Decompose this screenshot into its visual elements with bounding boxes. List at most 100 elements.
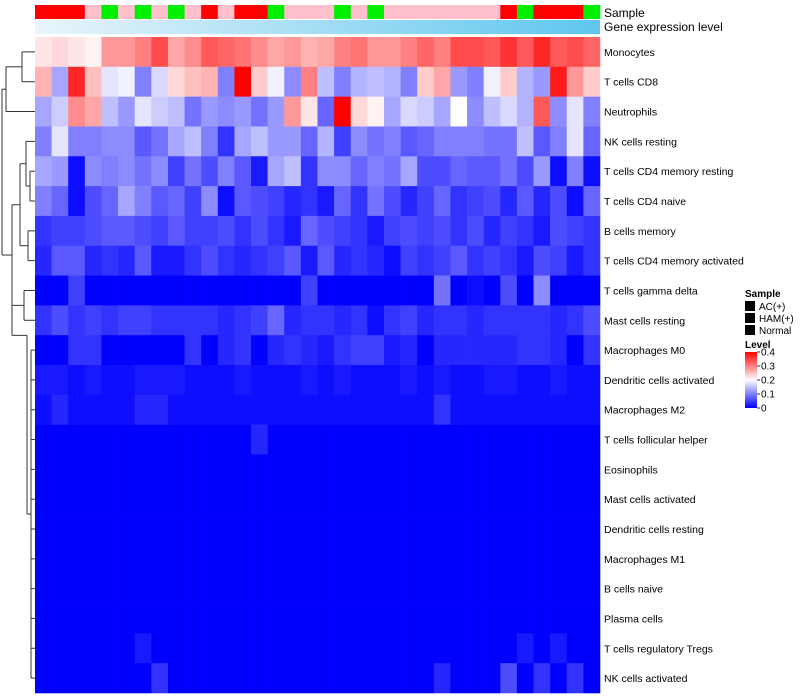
heatmap-cell bbox=[284, 96, 302, 127]
heatmap-cell bbox=[35, 275, 52, 306]
heatmap-cell bbox=[151, 365, 169, 396]
heatmap-cell bbox=[317, 484, 335, 515]
heatmap-cell bbox=[251, 245, 268, 276]
heatmap-cell bbox=[367, 424, 385, 455]
expression-annotation-track bbox=[35, 20, 600, 34]
heatmap-cell bbox=[35, 126, 52, 157]
legend-sample-title: Sample bbox=[745, 289, 781, 300]
heatmap-cell bbox=[51, 365, 69, 396]
heatmap-cell bbox=[533, 663, 551, 694]
sample-cell bbox=[533, 5, 551, 19]
heatmap-cell bbox=[483, 484, 501, 515]
heatmap-cell bbox=[367, 66, 385, 97]
heatmap-cell bbox=[450, 603, 468, 634]
heatmap-cell bbox=[118, 454, 136, 485]
heatmap-cell bbox=[500, 394, 518, 425]
heatmap-cell bbox=[300, 96, 318, 127]
heatmap-cell bbox=[267, 305, 285, 336]
sample-cell bbox=[334, 5, 352, 19]
heatmap-cell bbox=[350, 484, 368, 515]
heatmap-cell bbox=[35, 156, 52, 187]
sample-cell bbox=[550, 5, 568, 19]
heatmap-cell bbox=[217, 663, 235, 694]
heatmap-cell bbox=[433, 454, 451, 485]
heatmap-cell bbox=[284, 156, 302, 187]
heatmap-cell bbox=[300, 66, 318, 97]
row-label: T cells follicular helper bbox=[604, 435, 708, 447]
heatmap-cell bbox=[417, 603, 435, 634]
heatmap-cell bbox=[251, 126, 268, 157]
track-label-expression: Gene expression level bbox=[604, 20, 723, 34]
heatmap-cell bbox=[68, 365, 86, 396]
heatmap-cell bbox=[417, 454, 435, 485]
heatmap-cell bbox=[84, 66, 102, 97]
heatmap-cell bbox=[267, 37, 285, 68]
heatmap-cell bbox=[201, 335, 219, 366]
heatmap-cell bbox=[500, 245, 518, 276]
heatmap-cell bbox=[533, 275, 551, 306]
heatmap-cell bbox=[317, 126, 335, 157]
heatmap-cell bbox=[84, 633, 102, 664]
heatmap-cell bbox=[516, 215, 534, 247]
heatmap-cell bbox=[134, 663, 152, 694]
heatmap-cell bbox=[450, 126, 468, 157]
heatmap-cell bbox=[68, 126, 86, 157]
heatmap-cell bbox=[51, 663, 69, 694]
heatmap-cell bbox=[118, 514, 136, 545]
heatmap-cell bbox=[284, 424, 302, 455]
heatmap-cell bbox=[417, 543, 435, 575]
heatmap-cell bbox=[467, 275, 484, 306]
heatmap-cell bbox=[134, 424, 152, 455]
heatmap-cell bbox=[483, 96, 501, 127]
heatmap-cell bbox=[516, 603, 534, 634]
heatmap-cell bbox=[566, 215, 584, 247]
heatmap-cell bbox=[300, 365, 318, 396]
sample-cell bbox=[51, 5, 69, 19]
heatmap-cell bbox=[367, 335, 385, 366]
heatmap-cell bbox=[450, 543, 468, 575]
heatmap-cell bbox=[284, 633, 302, 664]
heatmap-cell bbox=[433, 365, 451, 396]
heatmap-cell bbox=[184, 156, 202, 187]
heatmap-cell bbox=[167, 275, 185, 306]
heatmap-cell bbox=[317, 394, 335, 425]
heatmap-cell bbox=[417, 126, 435, 157]
heatmap-cell bbox=[417, 66, 435, 97]
heatmap-cell bbox=[367, 156, 385, 187]
heatmap-cell bbox=[101, 543, 119, 575]
heatmap-cell bbox=[450, 156, 468, 187]
heatmap-cell bbox=[350, 186, 368, 217]
heatmap-cell bbox=[101, 245, 119, 276]
heatmap-cell bbox=[566, 275, 584, 306]
heatmap-cell bbox=[51, 335, 69, 366]
heatmap-cell bbox=[217, 66, 235, 97]
heatmap-cell bbox=[500, 603, 518, 634]
heatmap-cell bbox=[500, 365, 518, 396]
level-tick-label: 0.2 bbox=[761, 376, 775, 387]
heatmap-cell bbox=[400, 573, 418, 604]
heatmap-cell bbox=[217, 394, 235, 425]
heatmap-cell bbox=[500, 663, 518, 694]
heatmap-cell bbox=[217, 245, 235, 276]
heatmap-cell bbox=[367, 514, 385, 545]
heatmap-cell bbox=[51, 603, 69, 634]
heatmap-cell bbox=[68, 394, 86, 425]
heatmap-cell bbox=[533, 543, 551, 575]
heatmap-cell bbox=[583, 126, 601, 157]
heatmap-cell bbox=[350, 514, 368, 545]
heatmap-cell bbox=[550, 484, 568, 515]
heatmap-cell bbox=[533, 245, 551, 276]
heatmap-cell bbox=[400, 215, 418, 247]
heatmap-cell bbox=[184, 514, 202, 545]
heatmap-cell bbox=[417, 156, 435, 187]
heatmap-cell bbox=[334, 37, 352, 68]
heatmap-cell bbox=[134, 37, 152, 68]
heatmap-cell bbox=[284, 603, 302, 634]
heatmap-cell bbox=[533, 335, 551, 366]
heatmap-cell bbox=[483, 633, 501, 664]
heatmap-cell bbox=[334, 573, 352, 604]
heatmap-cell bbox=[151, 514, 169, 545]
legend-label-normal: Normal bbox=[759, 326, 791, 337]
heatmap-cell bbox=[583, 633, 601, 664]
heatmap-cell bbox=[101, 96, 119, 127]
